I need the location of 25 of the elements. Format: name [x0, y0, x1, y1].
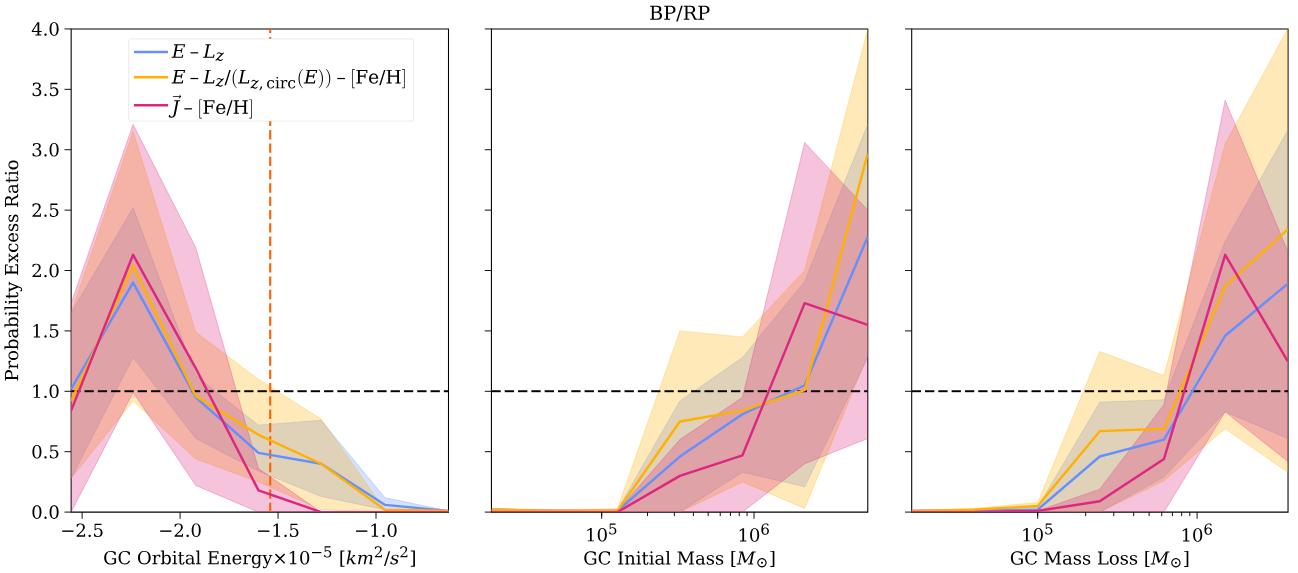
- y-tick-label: 4.0: [31, 22, 59, 36]
- x-tick-label: −1.0: [356, 523, 397, 538]
- x-tick-label: −2.0: [160, 523, 201, 538]
- y-tick-label: 0.5: [32, 444, 59, 459]
- x-tick-label: 10$^{6}$: [739, 523, 769, 542]
- y-tick-label: 2.0: [32, 263, 59, 278]
- x-tick-label: 10$^{5}$: [587, 523, 617, 542]
- y-tick-label: 2.5: [32, 203, 59, 217]
- text: GC Orbital Energy×10$^{−5}$ [km$^{2}$/s$^{2}$]: [104, 546, 415, 569]
- y-tick-label: 1.5: [33, 324, 59, 338]
- legend-label: $\vec{J}-[\mathrm{Fe/H}]$: [168, 94, 252, 119]
- x-tick-label: 10$^{5}$: [1023, 523, 1053, 542]
- y-tick-label: 3.5: [32, 82, 59, 97]
- x-tick-label: −2.5: [62, 523, 103, 538]
- legend-label: $E-L_z/(L_{z,\,\mathrm{circ}}(E))-[\mathrm{Fe/H}]$: [171, 69, 405, 91]
- x-axis-title: GC Mass Loss [M$_{⊙}$]: [1010, 550, 1189, 568]
- y-tick-label: 3.0: [32, 142, 59, 157]
- x-tick-label: 10$^{6}$: [1182, 523, 1213, 542]
- y-tick-label: 0.0: [32, 505, 59, 519]
- y-axis-title: Probability Excess Ratio: [4, 160, 23, 381]
- chart-title: BP/RP: [650, 5, 710, 22]
- x-tick-label: −1.5: [258, 523, 299, 538]
- x-axis-title: GC Initial Mass [M$_{⊙}$]: [584, 550, 775, 568]
- legend-label: $E-L_z$: [171, 44, 224, 62]
- y-tick-label: 1.0: [33, 384, 59, 399]
